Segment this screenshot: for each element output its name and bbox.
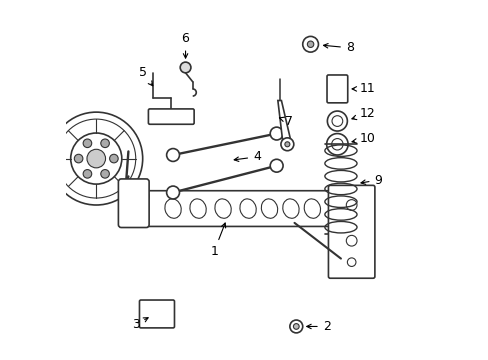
Polygon shape (277, 100, 291, 144)
Circle shape (289, 320, 302, 333)
Circle shape (180, 62, 190, 73)
Text: 10: 10 (351, 132, 375, 145)
Circle shape (166, 149, 179, 161)
Ellipse shape (214, 199, 231, 218)
Circle shape (83, 170, 92, 178)
Ellipse shape (304, 199, 320, 218)
Text: 5: 5 (139, 66, 152, 86)
Circle shape (293, 324, 299, 329)
Text: 2: 2 (306, 320, 330, 333)
Circle shape (281, 138, 293, 151)
Text: 6: 6 (181, 32, 189, 58)
Circle shape (285, 142, 289, 147)
Circle shape (166, 186, 179, 199)
Circle shape (133, 188, 148, 204)
Circle shape (302, 36, 318, 52)
Text: 9: 9 (360, 174, 382, 186)
Circle shape (83, 139, 92, 148)
Circle shape (101, 170, 109, 178)
FancyBboxPatch shape (326, 75, 347, 103)
Text: 1: 1 (210, 223, 225, 258)
Circle shape (87, 149, 105, 168)
Text: 3: 3 (131, 318, 148, 331)
Ellipse shape (240, 199, 256, 218)
Text: 4: 4 (234, 150, 261, 163)
Text: 12: 12 (351, 107, 375, 120)
Ellipse shape (189, 199, 206, 218)
Circle shape (270, 127, 283, 140)
FancyBboxPatch shape (328, 185, 374, 278)
Ellipse shape (164, 199, 181, 218)
FancyBboxPatch shape (148, 109, 194, 124)
Circle shape (137, 193, 144, 200)
Ellipse shape (261, 199, 277, 218)
Circle shape (270, 159, 283, 172)
Text: 7: 7 (279, 114, 292, 127)
Circle shape (109, 154, 118, 163)
Text: 11: 11 (351, 82, 375, 95)
Text: 8: 8 (323, 41, 353, 54)
Ellipse shape (282, 199, 299, 218)
Circle shape (307, 41, 313, 48)
FancyBboxPatch shape (118, 179, 149, 228)
FancyBboxPatch shape (121, 191, 339, 226)
FancyBboxPatch shape (139, 300, 174, 328)
Circle shape (101, 139, 109, 148)
Circle shape (74, 154, 83, 163)
